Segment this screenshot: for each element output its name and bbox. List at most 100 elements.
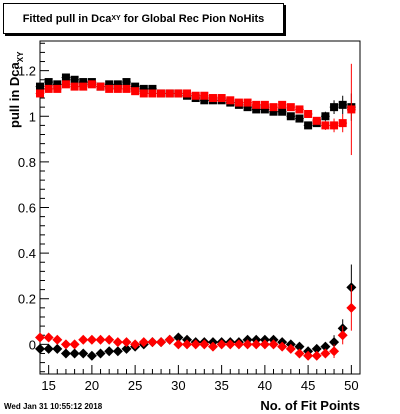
data-point-square [105, 80, 114, 89]
y-tick-label: 0 [29, 337, 36, 352]
data-point-diamond [259, 339, 270, 350]
data-point-diamond [311, 350, 322, 361]
y-tick-label: 1.2 [18, 64, 36, 79]
data-point-diamond [320, 348, 331, 359]
x-tick-label: 15 [41, 378, 55, 393]
data-point-diamond [173, 339, 184, 350]
data-point-square [183, 89, 192, 98]
y-tick-label: 0.6 [18, 201, 36, 216]
data-point-square [61, 73, 70, 82]
data-point-square [44, 78, 53, 87]
data-point-diamond [199, 339, 210, 350]
y-tick-label: 0.4 [18, 246, 36, 261]
data-point-diamond [95, 334, 106, 345]
data-point-square [96, 82, 105, 91]
data-point-diamond [60, 348, 71, 359]
data-point-diamond [207, 341, 218, 352]
data-point-diamond [69, 348, 80, 359]
data-point-diamond [320, 341, 331, 352]
data-point-square [113, 84, 122, 93]
data-point-diamond [86, 350, 97, 361]
data-point-square [278, 107, 287, 116]
data-point-square [252, 105, 261, 114]
data-point-square [191, 91, 200, 100]
data-point-square [70, 75, 79, 84]
title-suffix: for Global Rec Pion NoHits [120, 12, 265, 25]
data-point-diamond [104, 346, 115, 357]
series-4 [35, 285, 357, 361]
x-tick-label: 40 [258, 378, 272, 393]
data-point-square [330, 121, 339, 130]
x-tick-label: 20 [85, 378, 99, 393]
data-point-square [122, 84, 131, 93]
data-point-diamond [52, 343, 63, 354]
data-point-diamond [78, 334, 89, 345]
data-point-diamond [164, 334, 175, 345]
x-tick-label: 45 [301, 378, 315, 393]
data-point-square [286, 103, 295, 112]
data-point-diamond [311, 343, 322, 354]
data-point-diamond [86, 334, 97, 345]
data-point-diamond [147, 337, 158, 348]
plot-frame [39, 40, 361, 375]
data-point-square [269, 107, 278, 116]
data-point-square [61, 80, 70, 89]
data-point-square [200, 91, 209, 100]
data-point-square [304, 109, 313, 118]
y-tick-label: 0.2 [18, 292, 36, 307]
data-point-square [269, 103, 278, 112]
data-point-diamond [104, 334, 115, 345]
x-axis-label: No. of Fit Points [260, 398, 360, 413]
data-point-diamond [303, 350, 314, 361]
x-tick-label: 50 [344, 378, 358, 393]
y-axis-label: pull in DcaXY [7, 51, 25, 128]
data-point-square [148, 84, 157, 93]
data-point-square [243, 103, 252, 112]
data-point-square [105, 84, 114, 93]
data-point-diamond [182, 339, 193, 350]
y-axis-label-subscript: XY [16, 51, 25, 62]
data-point-diamond [329, 337, 340, 348]
data-point-diamond [225, 339, 236, 350]
data-point-diamond [121, 337, 132, 348]
data-point-diamond [242, 339, 253, 350]
data-point-diamond [268, 339, 279, 350]
axis-ticks [39, 42, 361, 374]
data-point-square [347, 105, 356, 114]
y-tick-label: 1 [29, 109, 36, 124]
y-axis-label-main: pull in Dca [7, 62, 22, 129]
y-tick-label: 0.8 [18, 155, 36, 170]
data-point-diamond [43, 332, 54, 343]
x-tick-label: 25 [128, 378, 142, 393]
series-1 [35, 73, 356, 130]
data-point-diamond [112, 337, 123, 348]
data-point-square [131, 82, 140, 91]
data-point-diamond [190, 339, 201, 350]
data-point-square [295, 114, 304, 123]
data-point-diamond [43, 343, 54, 354]
data-point-diamond [216, 339, 227, 350]
data-point-square [278, 100, 287, 109]
data-point-square [139, 89, 148, 98]
data-point-diamond [130, 339, 141, 350]
data-point-square [53, 84, 62, 93]
data-point-diamond [173, 332, 184, 343]
data-point-square [338, 100, 347, 109]
title-main: Fitted pull in Dca [22, 12, 112, 25]
data-point-diamond [60, 339, 71, 350]
data-point-square [208, 94, 217, 103]
data-point-square [79, 78, 88, 87]
data-point-diamond [251, 339, 262, 350]
data-point-diamond [121, 343, 132, 354]
data-point-square [226, 96, 235, 105]
data-point-square [243, 98, 252, 107]
data-point-diamond [35, 332, 45, 343]
data-point-square [295, 105, 304, 114]
data-marks [35, 63, 357, 361]
data-point-square [87, 80, 96, 89]
data-point-diamond [346, 302, 357, 313]
data-point-diamond [285, 343, 296, 354]
axis-tick-labels: 15 20 25 30 35 40 45 50 0 0.2 0.4 0.6 0.8 1 1.2 [18, 64, 359, 393]
data-point-square [148, 89, 157, 98]
title-subscript: XY [111, 15, 121, 22]
